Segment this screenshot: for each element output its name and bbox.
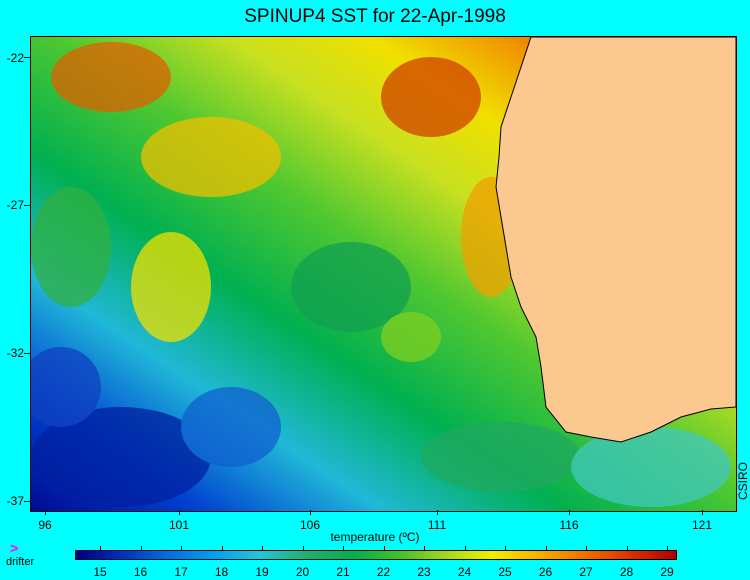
lat-tick-mark (24, 501, 30, 502)
colorbar-label: temperature (ºC) (330, 530, 420, 544)
lon-tick-label: 106 (299, 518, 321, 532)
lon-tick-mark (310, 510, 311, 515)
colorbar-tick-label: 21 (336, 565, 350, 579)
colorbar-tick-mark (505, 546, 506, 550)
colorbar-tick-label: 19 (255, 565, 269, 579)
cold-eddy (31, 347, 101, 427)
colorbar-tick-label: 26 (538, 565, 553, 579)
green-eddy (291, 242, 411, 332)
colorbar-tick-mark (626, 546, 628, 550)
colorbar-tick-mark (100, 546, 101, 550)
sst-map[interactable] (30, 36, 737, 512)
colorbar-tick-mark (586, 546, 587, 550)
warm-eddy (381, 57, 481, 137)
lon-tick-mark (437, 510, 438, 515)
warm-eddy (141, 117, 281, 197)
cold-eddy (181, 387, 281, 467)
sst-eddies (31, 42, 731, 507)
lon-tick-mark (179, 510, 180, 515)
green-eddy (421, 422, 581, 492)
colorbar-tick-label: 18 (214, 565, 229, 579)
drifter-label: drifter (6, 556, 35, 568)
lon-tick-label: 101 (168, 518, 190, 532)
colorbar-tick-label: 27 (579, 565, 593, 579)
cold-eddy (31, 407, 211, 507)
lat-tick-label: -32 (6, 346, 24, 360)
colorbar-tick-label: 15 (93, 565, 107, 579)
lat-tick-mark (24, 57, 30, 58)
colorbar-tick-mark (383, 546, 385, 550)
colorbar-tick-label: 24 (457, 565, 472, 579)
lat-tick-label: -37 (6, 494, 24, 508)
lon-tick-label: 121 (691, 518, 713, 532)
colorbar-tick-mark (424, 546, 425, 550)
green-eddy (31, 187, 111, 307)
drifter-icon: > (10, 540, 19, 556)
map-title: SPINUP4 SST for 22-Apr-1998 (244, 6, 506, 27)
colorbar-tick-mark (545, 546, 547, 550)
colorbar-tick-mark (667, 546, 668, 550)
colorbar-tick-mark (221, 546, 223, 550)
colorbar-tick-mark (181, 546, 182, 550)
colorbar-tick-label: 23 (417, 565, 431, 579)
colorbar-tick-label: 16 (133, 565, 148, 579)
colorbar-tick-label: 20 (295, 565, 310, 579)
lat-tick-label: -22 (6, 51, 24, 65)
colorbar-tick-label: 22 (376, 565, 391, 579)
cyan-eddy (571, 427, 731, 507)
colorbar-tick-label: 25 (498, 565, 512, 579)
lat-tick-label: -27 (6, 198, 24, 212)
lat-tick-mark (24, 205, 30, 206)
green-eddy (381, 312, 441, 362)
lon-tick-label: 96 (38, 518, 52, 532)
colorbar-tick-mark (262, 546, 263, 550)
colorbar-tick-label: 29 (660, 565, 674, 579)
colorbar-tick-mark (140, 546, 142, 550)
lon-tick-label: 116 (559, 518, 579, 532)
australia-land (495, 37, 736, 443)
lon-tick-mark (45, 510, 46, 515)
colorbar-tick-mark (464, 546, 466, 550)
lon-tick-mark (569, 510, 570, 515)
colorbar-tick-mark (343, 546, 344, 550)
colorbar-tick-label: 28 (619, 565, 634, 579)
lat-tick-mark (24, 353, 30, 354)
lon-tick-mark (702, 510, 703, 515)
colorbar-tick-mark (302, 546, 304, 550)
credit-label: CSIRO (736, 461, 750, 500)
colorbar-tick-label: 17 (174, 565, 188, 579)
warm-eddy (131, 232, 211, 342)
warm-eddy (51, 42, 171, 112)
lon-tick-label: 111 (427, 518, 447, 532)
temperature-colorbar (75, 550, 677, 560)
